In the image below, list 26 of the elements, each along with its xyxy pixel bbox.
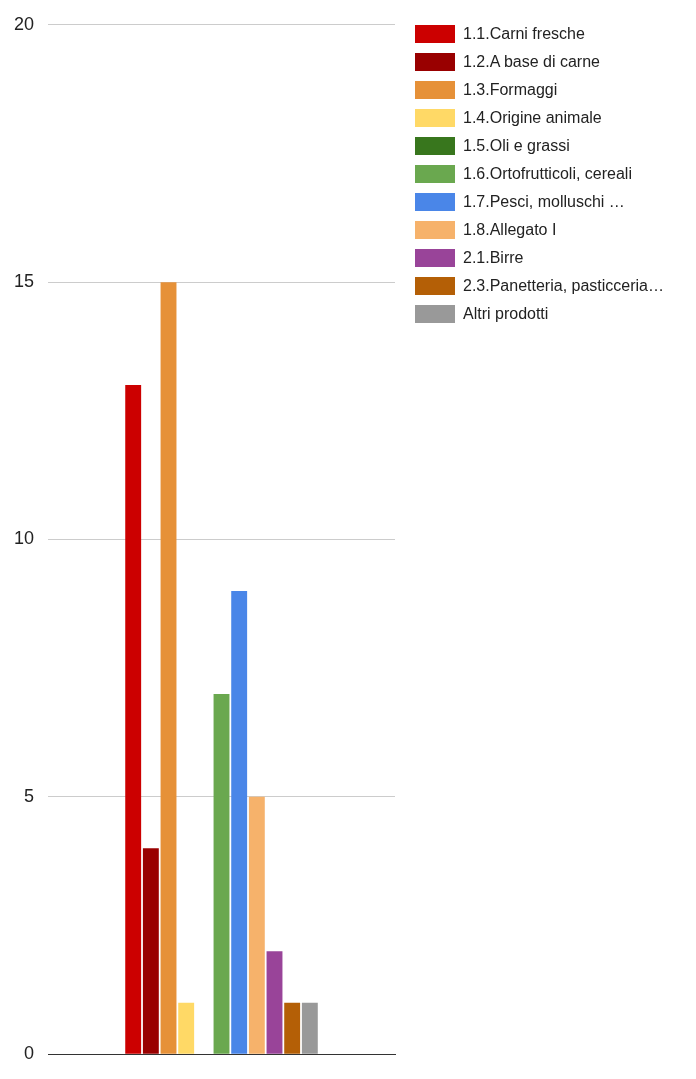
bar bbox=[284, 1002, 301, 1054]
y-tick-label: 15 bbox=[13, 271, 35, 292]
bar bbox=[248, 796, 265, 1054]
legend-label: 1.7.Pesci, molluschi … bbox=[463, 192, 626, 212]
legend-label: 1.2.A base di carne bbox=[463, 52, 601, 72]
legend-label: 2.3.Panetteria, pasticceria… bbox=[463, 276, 665, 296]
bar bbox=[178, 1002, 195, 1054]
legend-label: 1.4.Origine animale bbox=[463, 108, 603, 128]
y-tick-label: 0 bbox=[24, 1043, 35, 1064]
legend-label: 1.3.Formaggi bbox=[463, 80, 559, 100]
y-tick-label: 10 bbox=[13, 528, 35, 549]
legend-label: 2.1.Birre bbox=[463, 248, 525, 268]
legend-label: 1.8.Allegato I bbox=[463, 220, 558, 240]
bar bbox=[231, 590, 248, 1054]
y-tick-label: 5 bbox=[24, 785, 35, 806]
y-tick-label: 20 bbox=[13, 13, 35, 34]
bar bbox=[301, 1002, 318, 1054]
legend-label: 1.1.Carni fresche bbox=[463, 24, 586, 44]
legend-label: 1.6.Ortofrutticoli, cereali bbox=[463, 164, 633, 184]
bar bbox=[160, 282, 177, 1054]
legend-label: Altri prodotti bbox=[463, 304, 550, 324]
bar bbox=[142, 848, 159, 1054]
legend-label: 1.5.Oli e grassi bbox=[463, 136, 571, 156]
bar bbox=[266, 951, 283, 1054]
bar bbox=[213, 693, 230, 1054]
bar bbox=[125, 385, 142, 1054]
